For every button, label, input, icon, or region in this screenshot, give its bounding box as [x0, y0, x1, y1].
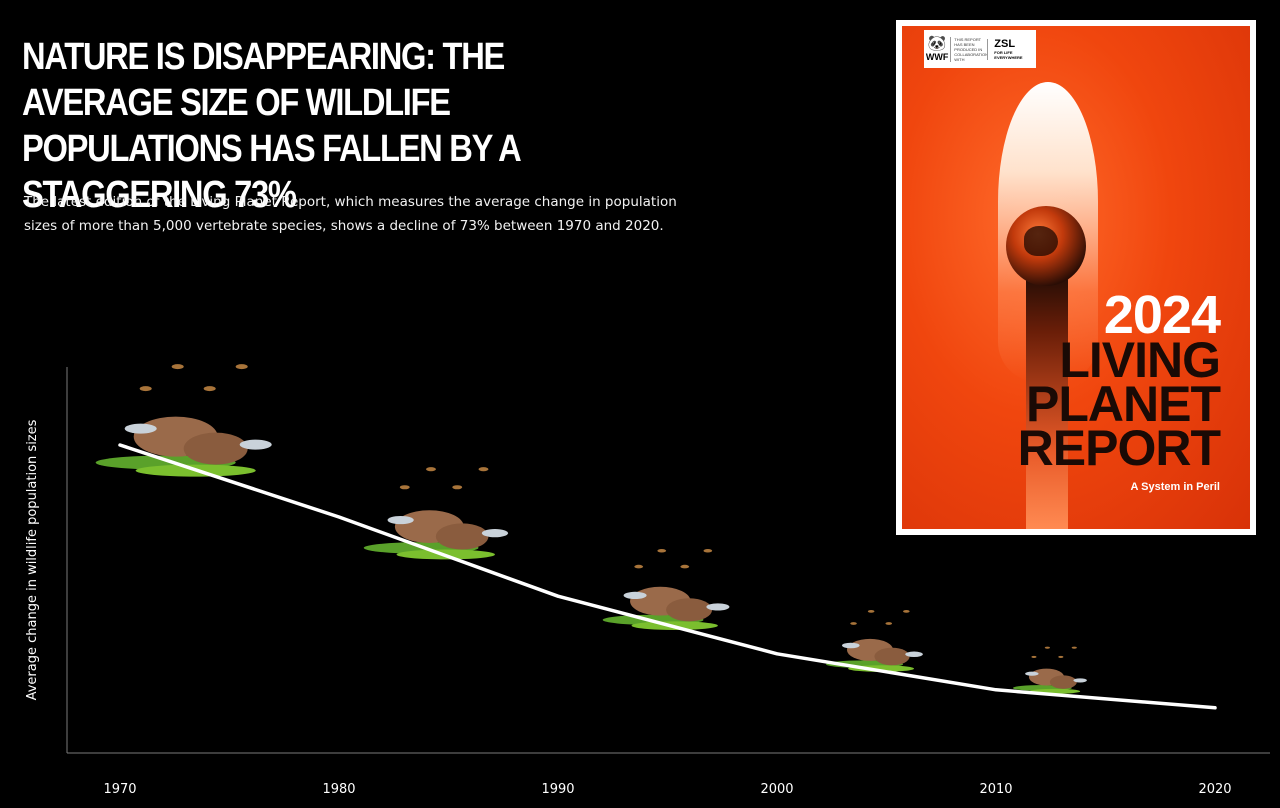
- bird-icon: [426, 467, 436, 472]
- wwf-logo: 🐼 WWF: [924, 35, 950, 63]
- x-tick-label: 1990: [541, 782, 574, 797]
- data-point: [337, 515, 341, 519]
- bird-icon: [657, 548, 667, 553]
- shark-icon: [706, 603, 730, 611]
- shark-icon: [124, 423, 157, 434]
- bird-icon: [885, 622, 893, 625]
- shark-icon: [1025, 671, 1039, 676]
- bird-icon: [1031, 655, 1037, 658]
- shark-icon: [905, 651, 923, 658]
- animal-group-1993: [602, 548, 730, 630]
- shark-icon: [623, 591, 647, 599]
- shark-icon: [1073, 678, 1087, 683]
- bird-icon: [452, 485, 463, 490]
- wwf-logo-text: WWF: [925, 52, 949, 62]
- chart-svg: Average change in wildlife population si…: [25, 364, 1270, 797]
- bird-icon: [850, 622, 857, 625]
- zsl-tagline: FOR LIFE EVERYWHERE: [994, 49, 1023, 60]
- animal-group-1970: [95, 364, 272, 477]
- match-stick: [1026, 266, 1068, 529]
- bird-icon: [399, 485, 410, 490]
- elephant-icon: [1049, 675, 1077, 689]
- bird-icon: [867, 610, 875, 613]
- animal-illustrations: [95, 364, 1087, 694]
- collaboration-note: THIS REPORT HAS BEEN PRODUCED IN COLLABO…: [950, 36, 988, 62]
- bird-icon: [235, 364, 248, 370]
- headline: NATURE IS DISAPPEARING: THE AVERAGE SIZE…: [22, 36, 520, 216]
- bird-icon: [1044, 646, 1050, 649]
- x-tick-label: 1970: [103, 782, 136, 797]
- y-axis-label: Average change in wildlife population si…: [25, 419, 40, 700]
- report-cover-art: 🐼 WWF THIS REPORT HAS BEEN PRODUCED IN C…: [902, 26, 1250, 529]
- elephant-icon: [435, 523, 489, 550]
- elephant-icon: [666, 598, 713, 622]
- elephant-icon: [183, 432, 248, 465]
- report-cover: 🐼 WWF THIS REPORT HAS BEEN PRODUCED IN C…: [896, 20, 1256, 535]
- bird-icon: [903, 610, 910, 613]
- cover-title-line-1: LIVING: [1059, 332, 1221, 388]
- data-point: [118, 443, 122, 447]
- shark-icon: [239, 439, 272, 450]
- x-tick-label: 2020: [1198, 782, 1231, 797]
- zsl-logo: ZSL FOR LIFE EVERYWHERE: [987, 37, 1036, 60]
- bird-icon: [1058, 655, 1064, 658]
- shark-icon: [481, 529, 509, 538]
- data-point: [1213, 706, 1217, 710]
- cover-year: 2024: [1103, 285, 1221, 345]
- bird-icon: [1071, 646, 1077, 649]
- x-tick-label: 2010: [979, 782, 1012, 797]
- elephant-icon: [874, 647, 910, 666]
- partner-logos: 🐼 WWF THIS REPORT HAS BEEN PRODUCED IN C…: [924, 30, 1036, 68]
- series-line: [118, 443, 1217, 710]
- bird-icon: [171, 364, 184, 370]
- x-tick-labels: 1970 1980 1990 2000 2010 2020: [103, 782, 1231, 797]
- series-group: [118, 443, 1217, 710]
- shark-icon: [842, 642, 860, 649]
- bird-icon: [703, 548, 713, 553]
- intro-paragraph: The latest edition of the Living Planet …: [24, 194, 677, 234]
- animal-group-1982: [363, 467, 509, 560]
- data-point: [994, 688, 998, 692]
- cover-title-line-3: REPORT: [1017, 420, 1221, 476]
- globe-icon: [1006, 206, 1086, 286]
- x-tick-label: 2000: [760, 782, 793, 797]
- bird-icon: [634, 564, 644, 569]
- cover-title-line-2: PLANET: [1026, 376, 1221, 432]
- zsl-logo-text: ZSL: [994, 37, 1016, 50]
- data-point: [775, 652, 779, 656]
- panda-icon: 🐼: [927, 35, 947, 52]
- shark-icon: [387, 515, 414, 525]
- cover-subtitle: A System in Peril: [1130, 481, 1220, 493]
- bird-icon: [139, 386, 152, 392]
- bird-icon: [203, 386, 216, 392]
- population-chart: Average change in wildlife population si…: [0, 355, 1280, 808]
- x-tick-label: 1980: [322, 782, 355, 797]
- data-point: [556, 594, 560, 598]
- animal-group-2013: [1012, 646, 1087, 694]
- bird-icon: [478, 467, 489, 472]
- bird-icon: [680, 564, 690, 569]
